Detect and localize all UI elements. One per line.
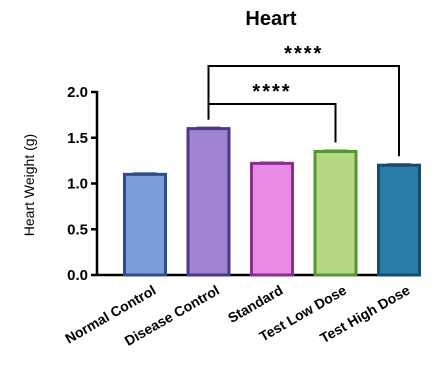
bars	[123, 126, 421, 277]
bar	[123, 172, 167, 277]
y-tick-label: 0.5	[67, 221, 88, 238]
significance-bracket	[207, 65, 400, 157]
y-axis-label: Heart Weight (g)	[21, 134, 37, 236]
bar	[377, 163, 421, 277]
significance-label: ****	[284, 43, 323, 65]
significance-label: ****	[252, 81, 291, 103]
y-tick-label: 1.0	[67, 176, 88, 193]
bar	[250, 161, 294, 277]
y-tick-label: 2.0	[67, 84, 88, 101]
bar	[313, 149, 358, 277]
bar	[186, 127, 231, 277]
y-tick-label: 0.0	[67, 267, 88, 284]
y-tick-label: 1.5	[67, 130, 88, 147]
chart-title: Heart	[245, 8, 296, 30]
axes: 0.0 0.5 1.0 1.5 2.0	[67, 84, 420, 284]
significance-brackets: **** ****	[207, 43, 400, 157]
